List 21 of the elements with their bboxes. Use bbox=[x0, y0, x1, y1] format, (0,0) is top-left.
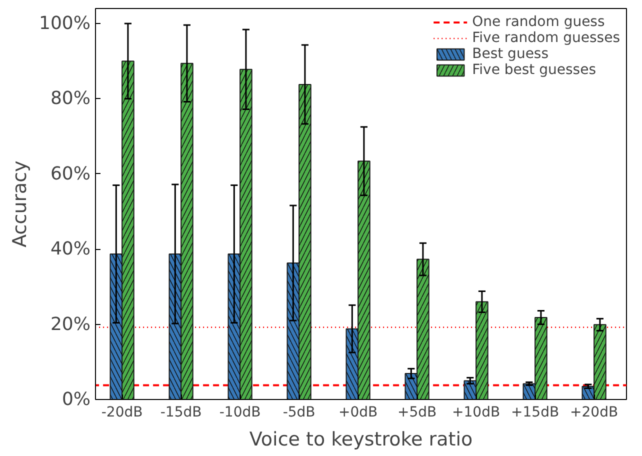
x-tick-label: +20dB bbox=[570, 404, 618, 420]
y-tick-label: 20% bbox=[50, 314, 91, 335]
y-tick-label: 80% bbox=[50, 88, 91, 110]
x-tick-label: -10dB bbox=[219, 404, 261, 420]
x-tick-label: +15dB bbox=[511, 404, 560, 420]
y-tick-label: 60% bbox=[50, 163, 91, 184]
legend-label: Five best guesses bbox=[472, 62, 596, 78]
x-tick-label: +10dB bbox=[452, 404, 500, 420]
legend-label: Best guess bbox=[472, 46, 549, 62]
x-tick-label: +5dB bbox=[397, 404, 437, 420]
y-tick-label: 0% bbox=[62, 389, 91, 410]
legend-label: One random guess bbox=[472, 14, 605, 30]
x-tick-label: -20dB bbox=[101, 404, 143, 420]
x-axis-title: Voice to keystroke ratio bbox=[249, 428, 473, 450]
x-tick-label: +0dB bbox=[338, 404, 378, 420]
x-tick-label: -5dB bbox=[282, 404, 316, 420]
x-tick-label: -15dB bbox=[160, 404, 202, 420]
y-axis-title: Accuracy bbox=[9, 160, 32, 248]
legend-label: Five random guesses bbox=[472, 30, 620, 46]
y-tick-label: 100% bbox=[39, 13, 91, 34]
y-tick-label: 40% bbox=[50, 238, 91, 260]
